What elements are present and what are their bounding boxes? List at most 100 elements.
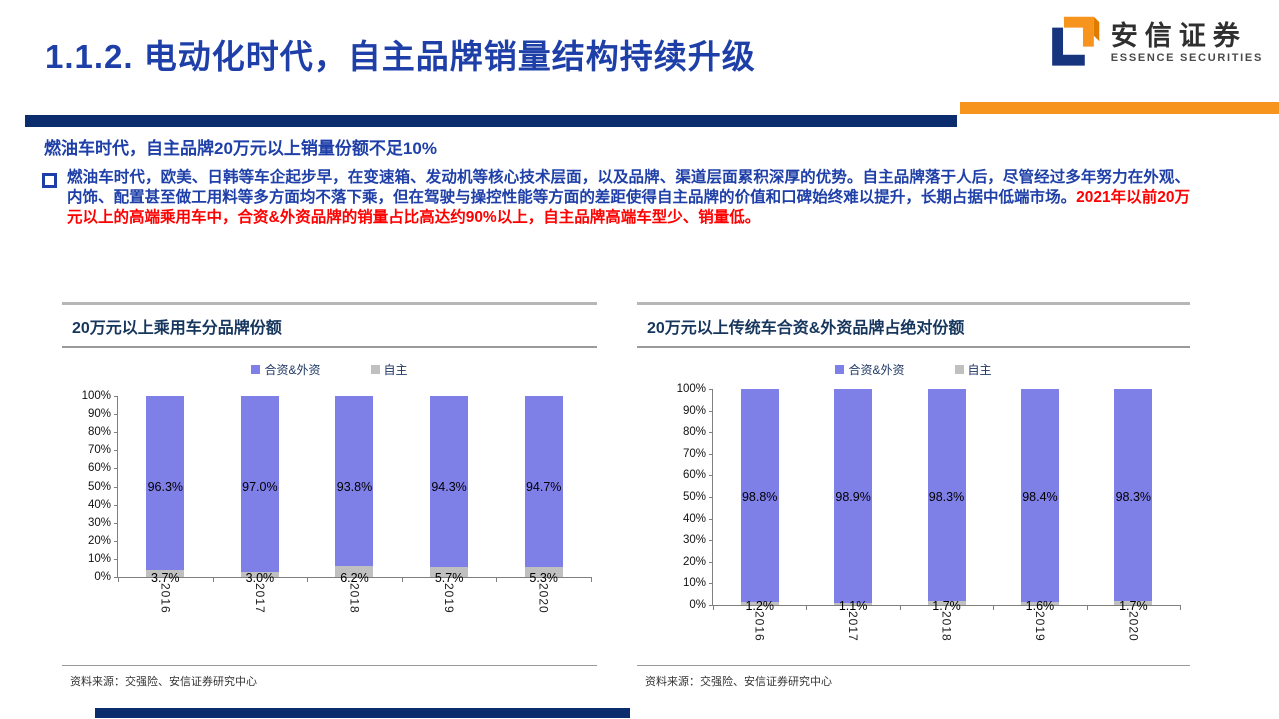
bar-segment-secondary	[240, 571, 279, 577]
stacked-bar	[524, 396, 563, 577]
legend-marker-icon	[370, 365, 380, 374]
y-axis-tick-mark	[709, 475, 713, 477]
bar-segment-secondary	[430, 566, 469, 577]
x-axis-label-text: 2020	[1126, 611, 1141, 642]
bar-cell: 96.3% 3.7%	[118, 396, 213, 585]
x-axis-tick-mark	[118, 577, 119, 582]
stacked-bar	[146, 396, 185, 577]
company-logo: 安信证券 ESSENCE SECURITIES	[1044, 14, 1263, 72]
y-axis-tick-mark	[114, 396, 118, 397]
bar-segment-primary	[740, 389, 779, 603]
y-axis-tick-label: 80%	[682, 426, 706, 439]
bar-segment-primary	[430, 396, 469, 567]
x-axis-tick-mark	[993, 605, 995, 610]
bar-segment-primary	[335, 396, 374, 566]
stacked-bar	[927, 389, 966, 605]
y-axis-tick-label: 60%	[87, 462, 111, 475]
bar-cell: 98.3% 1.7%	[1087, 389, 1180, 613]
bar-segment-secondary	[1114, 601, 1153, 605]
bar-segment-secondary	[335, 565, 374, 577]
x-axis-label: 2018	[307, 583, 402, 614]
x-axis-label-text: 2018	[347, 583, 362, 614]
bar-segment-secondary	[524, 567, 563, 577]
source-note: 资料来源：交强险、安信证券研究中心	[70, 676, 257, 688]
chart-plot: 100% 90% 80% 70% 60% 50% 40% 30% 20% 10% 0% 96.3% 3.…	[82, 390, 592, 614]
x-axis-label-text: 2019	[1032, 611, 1047, 642]
panel-title-rule	[62, 346, 597, 348]
y-axis-tick-mark	[114, 450, 118, 452]
y-axis-tick-mark	[114, 414, 118, 416]
bar-value-label: 6.2%	[340, 571, 369, 585]
bar-cells: 96.3% 3.7% 97.0% 3.0% 93.8% 6.2% 94.3% 5.7% 94.7…	[118, 396, 591, 585]
legend-marker-icon	[954, 365, 964, 374]
x-axis-labels: 2016 2017 2018 2019 2020	[118, 583, 591, 614]
bar-segment-secondary	[927, 601, 966, 605]
y-axis-tick-label: 90%	[87, 408, 111, 421]
x-axis-tick-mark	[1180, 605, 1181, 610]
bar-value-label: 98.4%	[1022, 490, 1058, 504]
y-axis-tick-mark	[709, 605, 713, 606]
y-axis-tick-mark	[709, 410, 713, 412]
x-axis-label: 2020	[496, 583, 591, 614]
bar-value-label: 97.0%	[242, 479, 278, 494]
intro-text-red: 2021年以前20万元以上的高端乘用车中，合资&外资品牌的销量占比高达约90%以…	[67, 189, 1190, 227]
bar-value-label: 1.1%	[838, 599, 868, 613]
bar-value-label: 1.2%	[745, 599, 774, 613]
header-accent-bar	[960, 102, 1279, 114]
x-axis-tick-mark	[401, 577, 403, 582]
panel-title-rule	[637, 346, 1190, 348]
bar-segment-secondary	[834, 602, 873, 605]
bar-value-label: 5.7%	[434, 571, 464, 585]
legend-item: 自主	[954, 361, 992, 378]
bar-value-label: 98.9%	[835, 490, 871, 504]
y-axis-tick-mark	[709, 540, 713, 542]
header-divider-bar	[25, 115, 957, 127]
bar-segment-primary	[1114, 389, 1153, 602]
bar-value-label: 3.7%	[151, 571, 180, 585]
legend-marker-icon	[835, 365, 845, 374]
x-axis-tick-mark	[212, 577, 214, 582]
bar-segment-primary	[240, 396, 279, 572]
y-axis-tick-label: 30%	[87, 516, 111, 529]
y-axis-tick-label: 50%	[87, 480, 111, 493]
bar-cell: 98.9% 1.1%	[806, 389, 899, 613]
legend-item: 合资&外资	[835, 361, 905, 378]
y-axis-tick-mark	[114, 577, 118, 578]
y-axis-tick-mark	[709, 432, 713, 434]
y-axis-tick-mark	[709, 518, 713, 520]
bar-cell: 93.8% 6.2%	[307, 396, 402, 585]
bar-cell: 94.7% 5.3%	[496, 396, 591, 585]
y-axis-tick-mark	[709, 453, 713, 455]
bar-cell: 97.0% 3.0%	[213, 396, 308, 585]
stacked-bar	[740, 389, 779, 605]
x-axis-tick-mark	[899, 605, 901, 610]
bar-segment-primary	[834, 389, 873, 603]
x-axis-label-text: 2016	[158, 583, 173, 614]
y-axis-tick-label: 40%	[87, 498, 111, 511]
source-rule	[637, 665, 1190, 666]
bar-value-label: 5.3%	[529, 571, 558, 585]
y-axis-tick-mark	[114, 504, 118, 506]
bar-segment-primary	[927, 389, 966, 602]
bar-value-label: 1.6%	[1025, 599, 1055, 613]
y-axis-tick-mark	[709, 389, 713, 390]
legend-label: 自主	[967, 363, 992, 377]
company-logo-icon	[1051, 16, 1100, 66]
bar-value-label: 1.7%	[1119, 599, 1148, 613]
bar-cell: 98.4% 1.6%	[993, 389, 1086, 613]
bar-value-label: 3.0%	[245, 571, 275, 585]
bar-segment-secondary	[146, 570, 185, 577]
bar-value-label: 98.8%	[741, 490, 778, 504]
y-axis-tick-mark	[114, 486, 118, 488]
intro-paragraph: 燃油车时代，欧美、日韩等车企起步早，在变速箱、发动机等核心技术层面，以及品牌、渠…	[67, 168, 1190, 228]
panel-top-rule	[62, 302, 597, 305]
legend-item: 自主	[370, 361, 408, 378]
bar-segment-primary	[146, 396, 185, 571]
x-axis-labels: 2016 2017 2018 2019 2020	[713, 611, 1180, 642]
x-axis-label-text: 2018	[939, 611, 954, 642]
y-axis-tick-label: 100%	[81, 390, 111, 402]
intro-block: 燃油车时代，欧美、日韩等车企起步早，在变速箱、发动机等核心技术层面，以及品牌、渠…	[42, 168, 1190, 228]
bar-value-label: 1.7%	[932, 599, 961, 613]
y-axis-tick-mark	[709, 583, 713, 585]
